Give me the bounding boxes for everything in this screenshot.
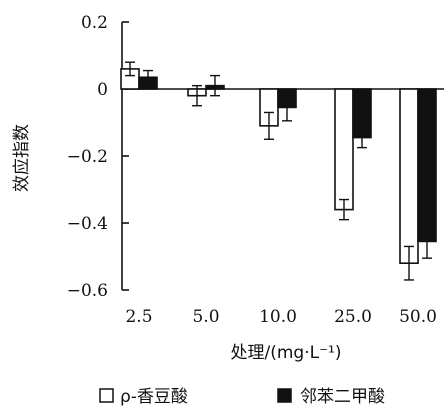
y-axis-label: 效应指数 [12, 124, 32, 192]
y-tick-label: −0.6 [67, 281, 108, 301]
bar [417, 88, 437, 243]
y-tick-label: −0.2 [67, 147, 108, 167]
legend-swatch-p-coumaric-acid [99, 388, 114, 403]
bars [120, 61, 437, 281]
x-tick-label: 10.0 [259, 307, 297, 327]
legend-label-p-coumaric-acid: ρ-香豆酸 [120, 387, 188, 407]
legend-label-phthalic-acid: 邻苯二甲酸 [300, 387, 385, 407]
x-tick-labels: 2.5 5.0 10.0 25.0 50.0 [125, 307, 436, 327]
y-ticks: 0.2 0 −0.2 −0.4 −0.6 [67, 13, 129, 301]
x-axis-label: 处理/(mg·L⁻¹) [230, 343, 341, 363]
x-tick-label: 25.0 [334, 307, 372, 327]
y-tick-label: 0.2 [81, 13, 108, 33]
axes [121, 22, 444, 290]
y-tick-label: 0 [97, 80, 108, 100]
x-tick-label: 50.0 [399, 307, 437, 327]
legend-swatch-phthalic-acid [277, 388, 292, 403]
x-tick-label: 5.0 [192, 307, 219, 327]
y-tick-label: −0.4 [67, 214, 108, 234]
bar [399, 88, 419, 264]
bar [334, 88, 354, 211]
legend: ρ-香豆酸 邻苯二甲酸 [99, 387, 385, 407]
x-tick-label: 2.5 [125, 307, 152, 327]
